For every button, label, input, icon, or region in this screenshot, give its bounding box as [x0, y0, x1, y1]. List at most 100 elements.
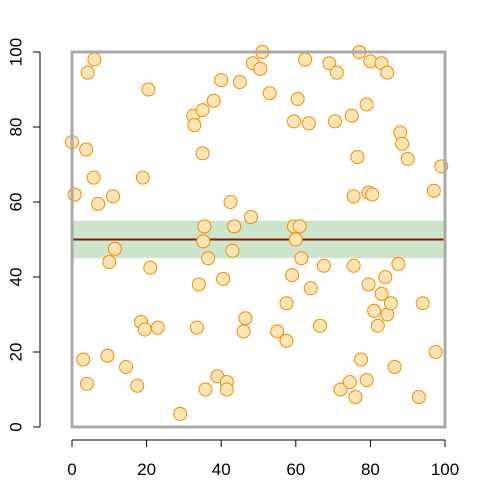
- data-point: [387, 360, 402, 374]
- data-point: [214, 73, 229, 88]
- data-point: [135, 170, 150, 185]
- data-point: [196, 234, 211, 249]
- data-point: [141, 82, 156, 97]
- data-point: [79, 142, 94, 157]
- y-axis: 0 20 40 60 80 100: [7, 38, 41, 432]
- data-point: [102, 255, 117, 269]
- y-tick-label: 100: [7, 38, 26, 66]
- data-point: [216, 271, 231, 286]
- data-point: [206, 93, 221, 108]
- data-point: [348, 390, 363, 404]
- data-point: [225, 243, 240, 258]
- data-point: [130, 378, 145, 393]
- data-point: [286, 114, 301, 129]
- data-point: [370, 318, 385, 333]
- data-point: [91, 196, 106, 211]
- data-point: [191, 277, 206, 292]
- data-point: [322, 56, 337, 71]
- data-point: [400, 151, 415, 166]
- data-point: [227, 219, 242, 234]
- y-tick-label: 20: [7, 343, 26, 362]
- data-point: [195, 103, 210, 118]
- data-point: [290, 91, 305, 106]
- y-tick-label: 40: [7, 268, 26, 287]
- data-point: [298, 52, 313, 67]
- data-point: [201, 251, 216, 266]
- data-point: [367, 303, 382, 318]
- data-point: [301, 116, 316, 131]
- data-point: [333, 382, 348, 397]
- data-point: [426, 183, 441, 198]
- data-point: [391, 256, 406, 271]
- data-point: [100, 348, 115, 363]
- data-point: [294, 251, 309, 266]
- data-point: [150, 320, 165, 335]
- data-point: [288, 232, 303, 247]
- data-point: [236, 324, 251, 339]
- data-point: [415, 296, 430, 311]
- data-point: [411, 390, 426, 404]
- data-point: [195, 146, 210, 161]
- plot-box: [70, 50, 447, 429]
- data-point: [346, 189, 361, 204]
- data-point: [327, 114, 342, 129]
- y-tick-label: 80: [7, 118, 26, 137]
- x-tick-label: 20: [137, 460, 156, 479]
- data-point: [279, 296, 294, 311]
- data-point: [107, 241, 122, 256]
- data-point: [137, 322, 152, 337]
- data-point: [383, 296, 398, 311]
- x-tick-label: 0: [67, 460, 76, 479]
- data-point: [279, 333, 294, 348]
- data-point: [428, 345, 443, 359]
- data-point: [374, 286, 389, 301]
- x-tick-label: 60: [286, 460, 305, 479]
- data-point: [223, 195, 238, 209]
- data-point: [106, 189, 121, 204]
- data-point: [86, 170, 101, 185]
- data-point: [119, 360, 134, 374]
- data-point: [344, 108, 359, 123]
- data-point: [342, 375, 357, 389]
- data-point: [313, 318, 328, 333]
- data-point: [361, 277, 376, 292]
- data-point: [198, 382, 213, 397]
- plot-area: [65, 45, 449, 429]
- data-point: [189, 320, 204, 335]
- data-point: [187, 118, 202, 133]
- x-tick-label: 40: [212, 460, 231, 479]
- data-point: [316, 258, 331, 273]
- data-point: [359, 373, 374, 388]
- data-point: [253, 61, 268, 76]
- data-point: [197, 219, 212, 234]
- data-point: [143, 260, 158, 275]
- data-point: [292, 219, 307, 234]
- y-tick-label: 60: [7, 193, 26, 212]
- data-point: [219, 382, 234, 397]
- data-point: [80, 65, 95, 80]
- data-point: [244, 210, 259, 224]
- data-point: [378, 270, 393, 284]
- data-point: [380, 65, 395, 80]
- data-point: [329, 65, 344, 80]
- x-tick-label: 80: [361, 460, 380, 479]
- y-tick-label: 0: [7, 422, 26, 431]
- x-tick-label: 100: [431, 460, 459, 479]
- data-point: [350, 150, 365, 164]
- data-point: [232, 75, 247, 89]
- data-point: [354, 352, 369, 367]
- data-point: [346, 258, 361, 273]
- data-point: [238, 311, 253, 326]
- data-point: [173, 406, 188, 421]
- data-point: [395, 136, 410, 151]
- data-point: [359, 97, 374, 112]
- x-axis: 0 20 40 60 80 100: [67, 439, 459, 479]
- data-point: [67, 187, 82, 202]
- data-point: [87, 52, 102, 67]
- data-point: [262, 86, 277, 101]
- data-point: [76, 352, 91, 367]
- data-point: [365, 187, 380, 202]
- data-point: [303, 281, 318, 296]
- data-point: [270, 324, 285, 339]
